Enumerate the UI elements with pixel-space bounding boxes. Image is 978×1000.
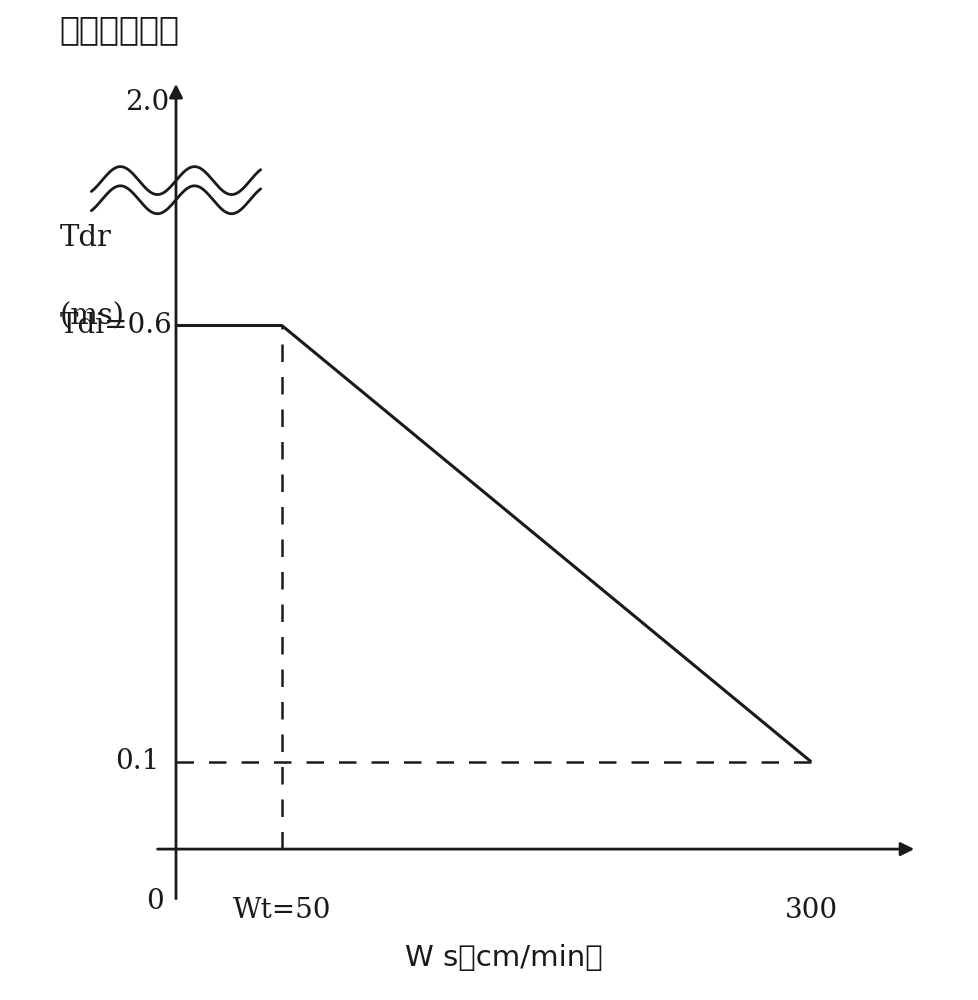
Text: W s（cm/min）: W s（cm/min） xyxy=(405,944,602,972)
Text: 第一实施方式: 第一实施方式 xyxy=(60,13,179,46)
Text: Tdi=0.6: Tdi=0.6 xyxy=(60,312,172,339)
Text: Tdr: Tdr xyxy=(60,224,111,252)
Text: 300: 300 xyxy=(783,897,837,924)
Text: 0: 0 xyxy=(146,888,163,915)
Text: (ms): (ms) xyxy=(60,303,124,331)
Text: 0.1: 0.1 xyxy=(114,748,158,775)
Text: 2.0: 2.0 xyxy=(125,89,169,116)
Text: Wt=50: Wt=50 xyxy=(233,897,331,924)
